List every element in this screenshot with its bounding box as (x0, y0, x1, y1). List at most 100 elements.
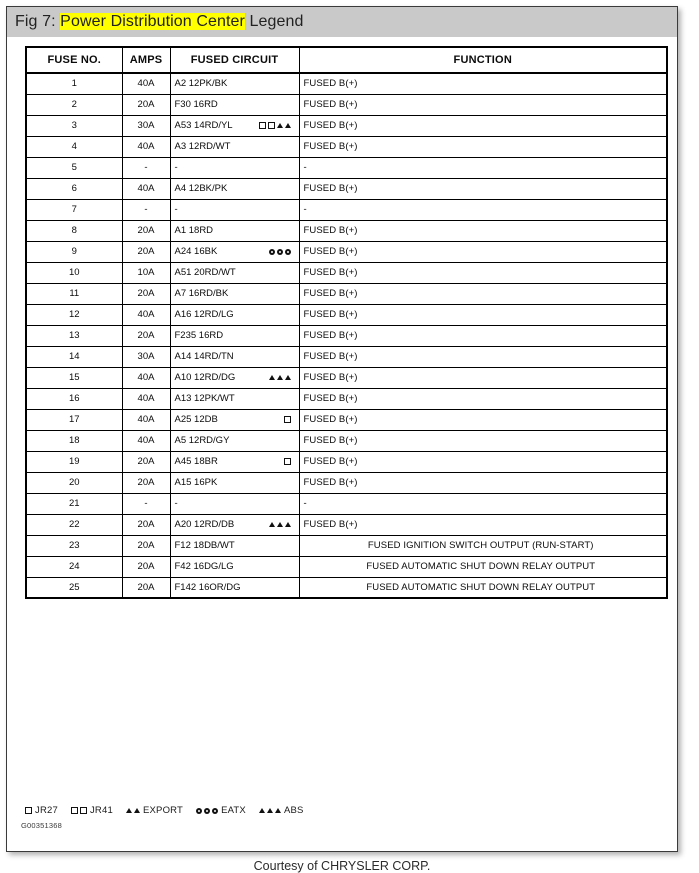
circuit-content: A25 12DB (175, 414, 295, 425)
cell-fused-circuit: A5 12RD/GY (169, 429, 300, 452)
circuit-label: A5 12RD/GY (174, 435, 230, 446)
table-row: 24 20A F42 16DG/LG FUSED AUTOMATIC SHUT DOW… (25, 555, 668, 578)
circuit-content: - (175, 498, 295, 509)
cell-amps: 40A (121, 177, 171, 200)
circuit-content: A15 16PK (175, 477, 295, 488)
footnote-label: ABS (283, 805, 304, 816)
cell-fuse-no: 15 (25, 366, 123, 389)
circuit-label: A53 14RD/YL (174, 120, 233, 131)
cell-function: FUSED B(+) (298, 177, 668, 200)
cell-amps: 20A (121, 513, 171, 536)
cell-fused-circuit: A45 18BR (169, 450, 300, 473)
triangle-marker-icon (258, 808, 265, 813)
cell-fused-circuit: A7 16RD/BK (169, 282, 300, 305)
table-row: 16 40A A13 12PK/WT FUSED B(+) (25, 387, 668, 410)
cell-amps: 20A (121, 450, 171, 473)
cell-function: FUSED B(+) (298, 282, 668, 305)
circuit-content: A51 20RD/WT (175, 267, 295, 278)
cell-fused-circuit: A16 12RD/LG (169, 303, 300, 326)
figure-sheet: FUSE NO. AMPS FUSED CIRCUIT FUNCTION 1 40… (7, 37, 677, 873)
table-row: 17 40A A25 12DB FUSED B(+) (25, 408, 668, 431)
circuit-label: - (174, 204, 178, 215)
cell-amps: 30A (121, 114, 171, 137)
cell-function: FUSED B(+) (298, 135, 668, 158)
cell-fuse-no: 11 (25, 282, 123, 305)
figure-caption-suffix: Legend (244, 13, 304, 30)
circuit-label: F142 16OR/DG (174, 581, 241, 593)
circuit-label: - (174, 498, 178, 509)
circuit-markers (268, 248, 295, 255)
circuit-label: A16 12RD/LG (174, 309, 234, 320)
table-row: 19 20A A45 18BR FUSED B(+) (25, 450, 668, 473)
document-page: Fig 7: Power Distribution Center Legend … (6, 6, 678, 873)
circuit-content: F42 16DG/LG (175, 561, 295, 572)
cell-amps: 40A (121, 366, 171, 389)
cell-amps: 20A (121, 576, 171, 599)
footnote-markers (196, 807, 219, 814)
cell-amps: 20A (121, 324, 171, 347)
cell-fused-circuit: A20 12RD/DB (169, 513, 300, 536)
cell-function: FUSED AUTOMATIC SHUT DOWN RELAY OUTPUT (298, 576, 668, 599)
legend-footnotes: JR27 JR41 EXPORT EATX ABS (25, 805, 304, 816)
cell-fuse-no: 12 (25, 303, 123, 326)
circuit-markers (258, 122, 295, 129)
square-marker-icon (70, 807, 78, 814)
cell-fused-circuit: F235 16RD (169, 324, 300, 347)
triangle-marker-icon (284, 123, 291, 128)
footnote-item: EXPORT (125, 805, 184, 816)
table-row: 1 40A A2 12PK/BK FUSED B(+) (25, 72, 668, 95)
circuit-content: A5 12RD/GY (175, 435, 295, 446)
cell-fuse-no: 6 (25, 177, 123, 200)
circuit-label: F235 16RD (174, 330, 224, 341)
cell-fuse-no: 20 (25, 471, 123, 494)
cell-function: FUSED B(+) (298, 408, 668, 431)
cell-fuse-no: 25 (25, 576, 123, 599)
cell-function: FUSED B(+) (298, 219, 668, 242)
circuit-content: F142 16OR/DG (175, 582, 295, 593)
table-row: 7--- (25, 198, 668, 221)
cell-function: FUSED B(+) (298, 387, 668, 410)
cell-fused-circuit: F12 18DB/WT (169, 534, 300, 557)
cell-function: FUSED B(+) (298, 324, 668, 347)
cell-fuse-no: 5 (25, 156, 123, 179)
cell-fused-circuit: A53 14RD/YL (169, 114, 300, 137)
cell-fused-circuit: - (169, 492, 300, 515)
cell-fused-circuit: A51 20RD/WT (169, 261, 300, 284)
table-row: 25 20A F142 16OR/DG FUSED AUTOMATIC SHUT DO… (25, 576, 668, 599)
circuit-markers (283, 416, 295, 423)
cell-fuse-no: 21 (25, 492, 123, 515)
cell-fuse-no: 3 (25, 114, 123, 137)
footnote-markers (70, 807, 87, 814)
circuit-label: A15 16PK (174, 477, 218, 488)
cell-amps: 30A (121, 345, 171, 368)
cell-fuse-no: 1 (25, 72, 123, 95)
circuit-label: F42 16DG/LG (174, 561, 234, 572)
table-row: 18 40A A5 12RD/GY FUSED B(+) (25, 429, 668, 452)
square-marker-icon (267, 122, 275, 129)
triangle-marker-icon (268, 375, 275, 380)
footnote-item: ABS (258, 805, 304, 816)
cell-amps: 20A (121, 471, 171, 494)
cell-fused-circuit: F42 16DG/LG (169, 555, 300, 578)
cell-fuse-no: 4 (25, 135, 123, 158)
square-marker-icon (79, 807, 87, 814)
square-marker-icon (25, 807, 32, 814)
table-row: 10 10A A51 20RD/WT FUSED B(+) (25, 261, 668, 284)
cell-fused-circuit: A4 12BK/PK (169, 177, 300, 200)
footnote-item: JR27 (25, 805, 58, 816)
fuse-legend-table: FUSE NO. AMPS FUSED CIRCUIT FUNCTION 1 40… (25, 46, 668, 599)
table-row: 11 20A A7 16RD/BK FUSED B(+) (25, 282, 668, 305)
table-row: 3 30A A53 14RD/YL FUSED B(+) (25, 114, 668, 137)
circuit-content: A53 14RD/YL (175, 120, 295, 131)
footnote-label: EXPORT (142, 805, 184, 816)
circuit-content: A13 12PK/WT (175, 393, 295, 404)
triangle-marker-icon (268, 522, 275, 527)
cell-fused-circuit: - (169, 156, 300, 179)
triangle-marker-icon (133, 808, 140, 813)
circuit-content: F235 16RD (175, 330, 295, 341)
footnote-item: JR41 (70, 805, 113, 816)
cell-amps: 40A (121, 303, 171, 326)
circuit-label: A14 14RD/TN (174, 351, 234, 362)
cell-function: FUSED B(+) (298, 114, 668, 137)
cell-fused-circuit: F30 16RD (169, 93, 300, 116)
